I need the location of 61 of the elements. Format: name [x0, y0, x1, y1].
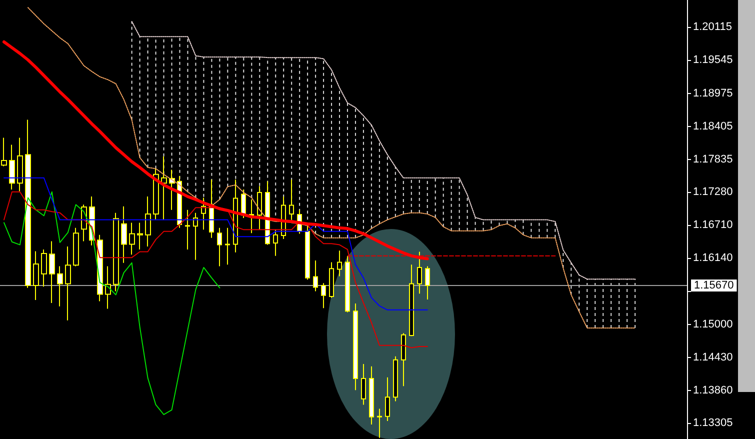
y-tick-label: 1.18975	[693, 87, 733, 100]
ref-line-label: 1.15670	[694, 279, 734, 292]
candlestick	[337, 250, 342, 277]
candlestick	[17, 137, 23, 192]
y-tick-label: 1.17280	[693, 186, 733, 198]
candlestick	[321, 282, 326, 309]
y-tick-label: 1.13860	[693, 384, 733, 397]
candlestick	[225, 227, 230, 266]
line-series	[131, 21, 636, 280]
line-series	[27, 7, 636, 328]
candlestick	[65, 246, 71, 321]
candlestick	[185, 209, 190, 250]
candlestick	[121, 206, 127, 264]
line-series	[2, 40, 429, 260]
y-tick-label: 1.15000	[693, 318, 733, 330]
y-tick-label: 1.16710	[693, 219, 733, 232]
candlestick	[249, 198, 254, 234]
candlestick	[129, 222, 135, 256]
y-tick-label: 1.19545	[693, 54, 733, 66]
candlestick	[25, 119, 31, 288]
y-tick-label: 1.13305	[693, 417, 733, 430]
y-tick-label: 1.18405	[693, 120, 733, 132]
candlestick	[73, 227, 79, 267]
candlestick	[289, 179, 294, 220]
candlestick	[401, 332, 406, 387]
y-tick-label: 1.20115	[693, 21, 732, 34]
candlestick	[33, 250, 39, 301]
candlestick	[329, 262, 334, 298]
y-tick-label: 1.16140	[693, 252, 733, 264]
candlestick	[393, 356, 398, 402]
candlestick	[345, 255, 350, 313]
candlestick	[241, 189, 246, 219]
candlestick	[57, 266, 63, 307]
line-series	[3, 191, 220, 416]
candlestick	[1, 137, 7, 167]
candlestick	[137, 222, 143, 250]
candlestick	[145, 196, 151, 248]
candlestick	[105, 266, 111, 310]
line-series	[3, 177, 428, 310]
candlestick	[425, 266, 430, 300]
candlestick	[201, 197, 206, 230]
candlestick	[9, 144, 15, 190]
candlestick	[409, 264, 414, 337]
candlestick	[257, 186, 262, 230]
y-tick-label: 1.14430	[693, 352, 733, 364]
y-tick-label: 1.17835	[693, 154, 733, 166]
candlestick	[273, 229, 278, 256]
candlestick	[369, 366, 374, 425]
candlestick	[361, 363, 366, 406]
candlestick	[193, 212, 198, 260]
candlestick	[353, 303, 358, 391]
candlestick	[305, 225, 310, 280]
candlestick	[113, 212, 119, 292]
candlestick	[377, 408, 382, 438]
candlestick	[417, 251, 422, 294]
candlestick	[41, 248, 47, 288]
candlestick	[217, 227, 222, 267]
candlestick	[49, 240, 55, 304]
candlestick	[169, 169, 175, 210]
candlestick	[313, 260, 318, 292]
candlestick	[385, 376, 390, 422]
